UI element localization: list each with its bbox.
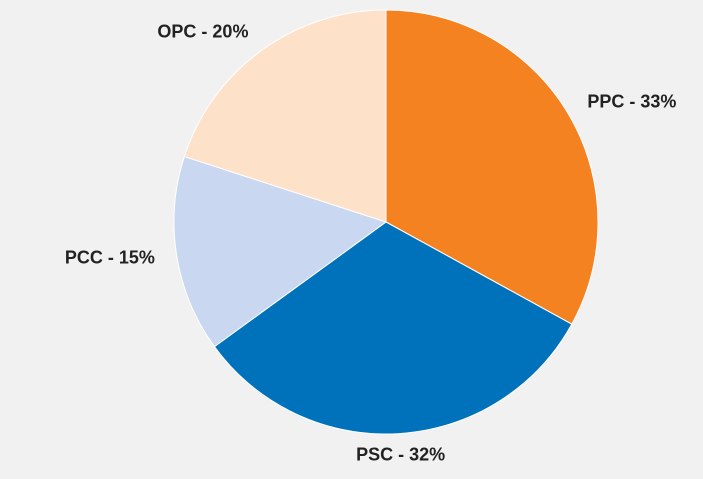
slice-label: PCC - 15% — [65, 247, 155, 267]
pie-slice — [183, 9, 387, 223]
pie-slice — [173, 155, 388, 348]
pie-slice — [213, 221, 573, 435]
pie-slice — [385, 9, 599, 325]
slice-label: OPC - 20% — [157, 21, 248, 41]
slice-label: PPC - 33% — [587, 92, 676, 112]
slice-label: PSC - 32% — [356, 444, 445, 464]
